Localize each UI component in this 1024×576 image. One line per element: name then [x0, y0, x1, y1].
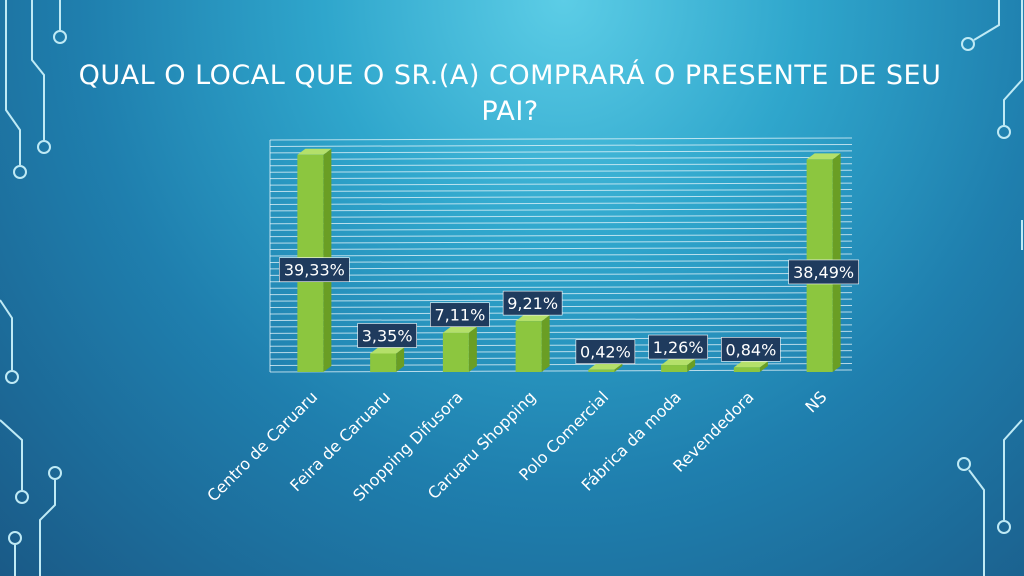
- svg-text:39,33%: 39,33%: [284, 261, 345, 280]
- gridline: [269, 272, 853, 276]
- bar: [661, 359, 696, 372]
- gridline: [269, 259, 853, 263]
- svg-text:9,21%: 9,21%: [507, 294, 558, 313]
- data-label: 7,11%: [430, 302, 490, 328]
- gridline: [269, 221, 853, 225]
- category-label: NS: [801, 387, 830, 416]
- data-label: 0,84%: [721, 337, 781, 362]
- gridline: [269, 285, 853, 289]
- gridline: [269, 156, 853, 160]
- svg-text:7,11%: 7,11%: [434, 306, 485, 325]
- bar: [442, 326, 477, 372]
- gridline: [269, 253, 853, 257]
- chart-gridlines: [269, 137, 853, 373]
- gridline: [269, 195, 853, 199]
- bar: [733, 361, 768, 372]
- svg-text:0,42%: 0,42%: [580, 343, 631, 362]
- data-label: 39,33%: [279, 257, 350, 283]
- gridline: [269, 201, 853, 205]
- gridline: [269, 176, 853, 180]
- gridline: [269, 247, 853, 251]
- chart-data-labels: 39,33% 3,35% 7,11% 9,21% 0,42% 1,26% 0,84% 38,4…: [279, 257, 859, 364]
- svg-text:3,35%: 3,35%: [362, 326, 413, 345]
- gridline: [269, 227, 853, 231]
- slide-title: QUAL O LOCAL QUE O SR.(A) COMPRARÁ O PRE…: [78, 60, 942, 127]
- bar: [515, 315, 550, 372]
- gridline: [269, 279, 853, 283]
- gridline: [269, 214, 853, 218]
- bar: [370, 347, 405, 372]
- gridline: [269, 143, 853, 147]
- data-label: 9,21%: [502, 290, 563, 316]
- gridline: [269, 137, 853, 141]
- gridline: [269, 240, 853, 244]
- gridline: [269, 234, 853, 238]
- gridline: [269, 163, 853, 167]
- gridline: [269, 208, 853, 212]
- data-label: 1,26%: [648, 334, 708, 360]
- bar: [588, 363, 623, 372]
- gridline: [269, 169, 853, 173]
- gridline: [269, 182, 853, 186]
- gridline: [269, 369, 853, 373]
- svg-text:38,49%: 38,49%: [793, 263, 854, 282]
- svg-text:1,26%: 1,26%: [653, 338, 704, 357]
- gridline: [269, 330, 853, 334]
- gridline: [269, 317, 853, 321]
- svg-text:0,84%: 0,84%: [725, 340, 776, 359]
- data-label: 3,35%: [357, 323, 417, 348]
- gridline: [269, 324, 853, 328]
- circuit-decoration-right: [957, 0, 1023, 576]
- data-label: 38,49%: [788, 259, 859, 285]
- gridline: [269, 189, 853, 193]
- gridline: [269, 150, 853, 154]
- gridline: [269, 266, 853, 270]
- data-label: 0,42%: [575, 339, 636, 364]
- circuit-decoration-left: [0, 0, 67, 576]
